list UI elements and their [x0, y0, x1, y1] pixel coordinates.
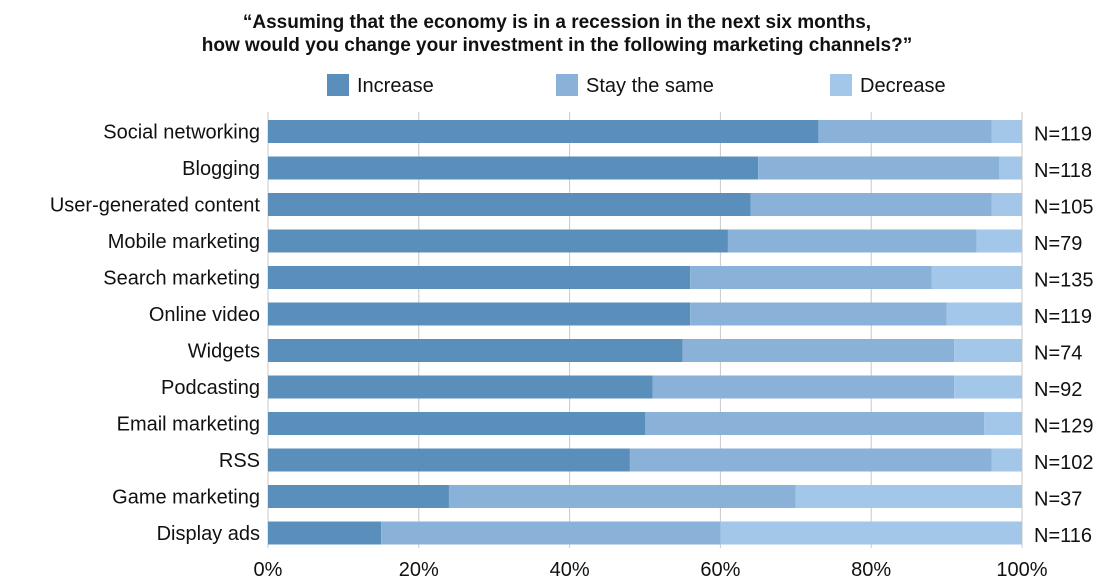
chart-legend: Increase Stay the same Decrease [327, 74, 946, 97]
bar-segment-increase [268, 339, 683, 362]
chart-title: “Assuming that the economy is in a reces… [202, 12, 912, 56]
sample-size-label: N=105 [1034, 197, 1094, 219]
legend-swatch [830, 74, 852, 96]
category-label: Online video [149, 304, 260, 326]
bar-segment-increase [268, 229, 728, 253]
bar-segment-decrease [991, 193, 1022, 216]
category-label: Email marketing [117, 414, 260, 436]
category-label: User-generated content [50, 195, 261, 217]
legend-swatch [556, 74, 578, 96]
x-tick-label: 0% [254, 559, 283, 581]
sample-size-label: N=116 [1034, 525, 1092, 547]
bar-segment-stay-the-same [690, 302, 947, 326]
bar-segment-increase [268, 156, 759, 180]
category-label: Display ads [157, 523, 260, 545]
x-tick-label: 100% [996, 559, 1047, 581]
bar-segment-decrease [931, 266, 1022, 289]
category-labels: Social networking Blogging User-generated … [50, 122, 261, 546]
sample-size-label: N=37 [1034, 489, 1082, 511]
legend-item-decrease: Decrease [830, 74, 946, 97]
bar-segment-decrease [976, 229, 1022, 253]
sample-size-label: N=74 [1034, 343, 1082, 365]
x-tick-label: 80% [851, 559, 891, 581]
bar-segment-increase [268, 448, 630, 472]
sample-size-label: N=79 [1034, 233, 1082, 255]
category-label: Game marketing [112, 487, 260, 509]
category-label: RSS [219, 450, 260, 472]
bars [268, 120, 1022, 545]
bar-segment-stay-the-same [682, 339, 955, 362]
bar-segment-increase [268, 485, 449, 508]
sample-size-label: N=129 [1034, 416, 1094, 438]
bar-segment-stay-the-same [750, 193, 992, 216]
bar-segment-decrease [984, 412, 1022, 435]
legend-label: Stay the same [586, 75, 714, 97]
sample-size-label: N=102 [1034, 452, 1094, 474]
category-label: Widgets [188, 341, 260, 363]
bar-segment-stay-the-same [448, 485, 796, 508]
bar-row [268, 302, 1022, 326]
bar-segment-decrease [720, 521, 1022, 545]
sample-size-label: N=135 [1034, 270, 1094, 292]
bar-segment-decrease [795, 485, 1022, 508]
bar-segment-stay-the-same [381, 521, 721, 545]
bar-segment-decrease [991, 448, 1022, 472]
bar-row [268, 339, 1022, 362]
bar-segment-stay-the-same [690, 266, 932, 289]
x-tick-label: 40% [550, 559, 590, 581]
category-label: Social networking [103, 122, 260, 144]
bar-segment-stay-the-same [818, 120, 992, 143]
legend-swatch [327, 74, 349, 96]
bar-row [268, 229, 1022, 253]
bar-row [268, 521, 1022, 545]
sample-size-labels: N=119 N=118 N=105 N=79 N=135 N=119 N=74 N=92 N=1… [1034, 124, 1094, 548]
category-label: Blogging [182, 158, 260, 180]
bar-segment-decrease [954, 375, 1022, 399]
legend-label: Increase [357, 75, 434, 97]
category-label: Search marketing [103, 268, 260, 290]
bar-segment-increase [268, 375, 653, 399]
grid-lines [267, 112, 1023, 548]
bar-row [268, 412, 1022, 435]
chart-title-line-2: how would you change your investment in … [202, 35, 912, 56]
bar-row [268, 448, 1022, 472]
bar-segment-decrease [954, 339, 1022, 362]
bar-segment-decrease [991, 120, 1022, 143]
x-tick-label: 60% [700, 559, 740, 581]
bar-segment-decrease [946, 302, 1022, 326]
bar-segment-stay-the-same [758, 156, 1000, 180]
bar-row [268, 266, 1022, 289]
bar-row [268, 193, 1022, 216]
legend-item-increase: Increase [327, 74, 434, 97]
sample-size-label: N=119 [1034, 124, 1092, 146]
sample-size-label: N=118 [1034, 160, 1092, 182]
bar-segment-increase [268, 412, 645, 435]
category-label: Podcasting [161, 377, 260, 399]
bar-segment-stay-the-same [645, 412, 985, 435]
x-tick-label: 20% [399, 559, 439, 581]
bar-segment-increase [268, 266, 691, 289]
bar-segment-stay-the-same [629, 448, 992, 472]
bar-segment-stay-the-same [652, 375, 955, 399]
chart-title-line-1: “Assuming that the economy is in a reces… [243, 12, 871, 33]
bar-segment-stay-the-same [727, 229, 977, 253]
bar-row [268, 156, 1022, 180]
bar-segment-increase [268, 521, 382, 545]
bar-segment-increase [268, 302, 691, 326]
x-axis: 0% 20% 40% 60% 80% 100% [254, 559, 1048, 581]
sample-size-label: N=119 [1034, 306, 1092, 328]
legend-item-stay-the-same: Stay the same [556, 74, 714, 97]
bar-row [268, 120, 1022, 143]
bar-segment-increase [268, 120, 819, 143]
bar-segment-decrease [999, 156, 1022, 180]
bar-segment-increase [268, 193, 751, 216]
bar-row [268, 485, 1022, 508]
bar-row [268, 375, 1022, 399]
sample-size-label: N=92 [1034, 379, 1082, 401]
legend-label: Decrease [860, 75, 946, 97]
category-label: Mobile marketing [108, 231, 260, 253]
